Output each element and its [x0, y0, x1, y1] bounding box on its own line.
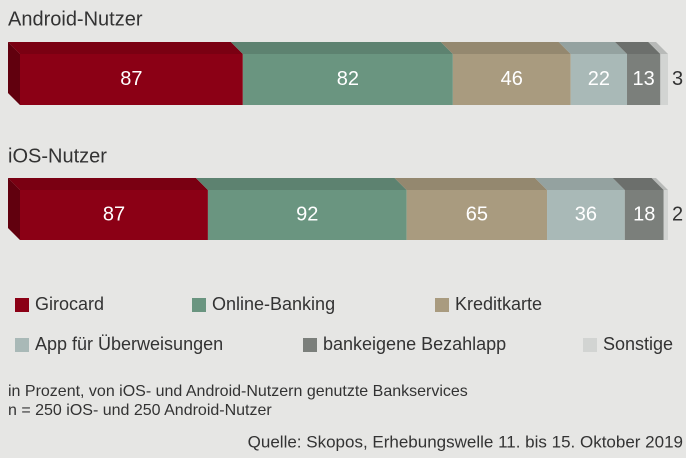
bar-top-shade — [615, 42, 661, 54]
bar-segment — [452, 54, 571, 105]
bar-top-shade — [394, 178, 548, 190]
legend-label: Girocard — [35, 294, 104, 314]
bar-top-shade — [558, 42, 628, 54]
bar-end-shade — [8, 178, 20, 240]
note: n = 250 iOS- und 250 Android-Nutzer — [8, 402, 272, 419]
value-label: 87 — [120, 68, 142, 90]
legend-swatch — [192, 298, 206, 312]
value-label: 22 — [588, 68, 610, 90]
bar-top-shade — [535, 178, 625, 190]
bar-top — [615, 42, 661, 54]
bar-top-shade — [8, 178, 208, 190]
bar-top-shade — [440, 42, 571, 54]
bar-top — [394, 178, 548, 190]
bar-end-shade — [8, 42, 20, 105]
bar-top-shade — [8, 42, 243, 54]
bar-top — [440, 42, 571, 54]
legend-label: App für Überweisungen — [35, 334, 223, 354]
value-label: 87 — [103, 203, 125, 225]
bar-segment — [570, 54, 628, 105]
category-label: Android-Nutzer — [8, 8, 143, 30]
bar-top — [648, 42, 668, 54]
value-label: 65 — [466, 203, 488, 225]
legend-label: Sonstige — [603, 334, 673, 354]
value-label: 2 — [672, 203, 683, 225]
legend-swatch — [15, 338, 29, 352]
bar-segment — [20, 190, 208, 240]
bar-top — [535, 178, 625, 190]
legend-label: Kreditkarte — [455, 294, 542, 314]
legend-swatch — [15, 298, 29, 312]
category-label: iOS-Nutzer — [8, 145, 107, 167]
bar-top — [651, 178, 668, 190]
bar-top-shade — [651, 178, 668, 190]
bar-segment — [20, 54, 243, 105]
value-label: 92 — [296, 203, 318, 225]
bar-top — [195, 178, 407, 190]
legend-swatch — [583, 338, 597, 352]
bar-segment — [242, 54, 453, 105]
value-label: 18 — [633, 203, 655, 225]
bar-segment — [627, 54, 661, 105]
bar-top — [8, 178, 208, 190]
value-label: 82 — [337, 68, 359, 90]
bar-segment — [547, 190, 625, 240]
legend-swatch — [435, 298, 449, 312]
note: in Prozent, von iOS- und Android-Nutzern… — [8, 383, 468, 400]
bar-top-shade — [648, 42, 668, 54]
bar-top-shade — [230, 42, 453, 54]
legend-label: Online-Banking — [212, 294, 335, 314]
bar-top — [612, 178, 664, 190]
value-label: 36 — [575, 203, 597, 225]
bar-top-shade — [195, 178, 407, 190]
value-label: 13 — [633, 68, 655, 90]
bar-segment — [663, 190, 668, 240]
bar-segment — [406, 190, 548, 240]
legend-label: bankeigene Bezahlapp — [323, 334, 506, 354]
bar-segment — [624, 190, 664, 240]
bar-top — [230, 42, 453, 54]
bar-top — [8, 42, 243, 54]
source: Quelle: Skopos, Erhebungswelle 11. bis 1… — [248, 432, 683, 451]
bar-top — [558, 42, 628, 54]
value-label: 3 — [672, 68, 683, 90]
bar-end — [8, 42, 20, 105]
bar-top-shade — [612, 178, 664, 190]
bar-segment — [660, 54, 668, 105]
bar-end — [8, 178, 20, 240]
value-label: 46 — [501, 68, 523, 90]
legend-swatch — [303, 338, 317, 352]
bar-segment — [207, 190, 407, 240]
